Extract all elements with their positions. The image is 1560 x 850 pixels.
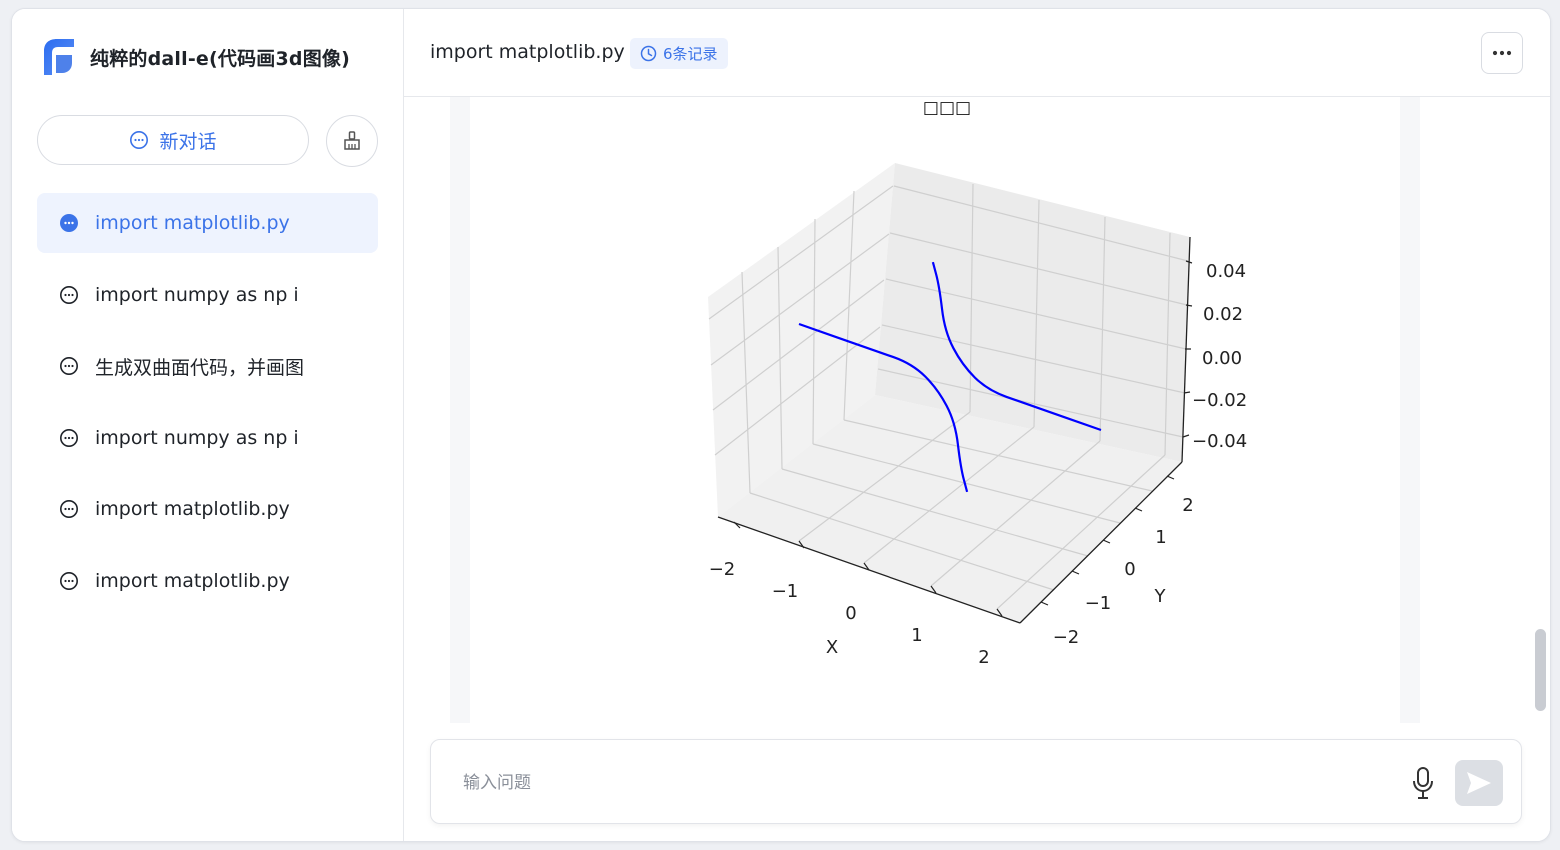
- chat-bubble-icon: [60, 571, 78, 590]
- chat-bubble-icon: [60, 357, 78, 375]
- voice-input-button[interactable]: [1405, 764, 1441, 802]
- chat-bubble-icon: [60, 285, 78, 304]
- conversation-item[interactable]: 生成双曲面代码，并画图: [37, 336, 378, 396]
- y-tick-label: 1: [1155, 527, 1166, 548]
- conversation-label: import numpy as np i: [95, 426, 299, 449]
- series-line-1: [931, 261, 1102, 432]
- question-input[interactable]: [461, 766, 1365, 800]
- chat-bubble-icon: [60, 428, 78, 447]
- brand: 纯粹的dall-e(代码画3d图像): [42, 37, 350, 77]
- x-tick-label: 0: [845, 603, 856, 624]
- chart-title: □□□: [923, 98, 971, 118]
- main-panel: import matplotlib.py 6条记录 □□□: [404, 9, 1550, 841]
- conversation-item[interactable]: import matplotlib.py: [37, 551, 378, 611]
- send-icon: [1467, 772, 1491, 794]
- chat-bubble-icon: [60, 500, 78, 518]
- y-tick-label: 0: [1124, 559, 1135, 580]
- chat-title: import matplotlib.py: [430, 41, 625, 63]
- x-tick-label: −2: [709, 559, 736, 580]
- z-tick-label: −0.04: [1192, 431, 1247, 452]
- send-button[interactable]: [1455, 760, 1503, 806]
- x-tick-label: 1: [911, 625, 922, 646]
- y-tick-label: −2: [1053, 627, 1080, 648]
- x-axis-label: X: [826, 637, 838, 658]
- clock-icon: [640, 45, 657, 62]
- conversation-label: import numpy as np i: [95, 283, 299, 306]
- y-tick-label: −1: [1085, 593, 1112, 614]
- more-options-button[interactable]: [1481, 32, 1523, 74]
- ellipsis-icon: [1492, 50, 1512, 56]
- conversation-item[interactable]: import numpy as np i: [37, 408, 378, 468]
- x-tick-label: 2: [978, 647, 989, 668]
- message-area: □□□: [450, 97, 1420, 723]
- data-series: [798, 261, 1102, 493]
- left-pane: [708, 163, 895, 517]
- back-pane: [875, 163, 1190, 462]
- chat-header: import matplotlib.py 6条记录: [404, 9, 1550, 97]
- floor-pane: [718, 395, 1182, 623]
- z-tick-label: 0.04: [1206, 261, 1246, 282]
- z-tick-label: 0.00: [1202, 348, 1242, 369]
- app-logo-icon: [44, 39, 74, 75]
- history-count-label: 6条记录: [663, 45, 718, 63]
- y-tick-labels: −2 −1 0 1 2: [1053, 495, 1194, 648]
- new-chat-button[interactable]: 新对话: [37, 115, 309, 165]
- new-chat-label: 新对话: [159, 130, 217, 153]
- z-tick-label: 0.02: [1203, 304, 1243, 325]
- chat-bubble-filled-icon: [60, 214, 78, 232]
- y-axis-label: Y: [1154, 586, 1167, 607]
- clear-history-button[interactable]: [326, 115, 378, 167]
- conversation-item[interactable]: import matplotlib.py: [37, 479, 378, 539]
- sidebar: 纯粹的dall-e(代码画3d图像) 新对话: [12, 9, 404, 841]
- grid-lines: [708, 183, 1189, 610]
- microphone-icon: [1413, 767, 1433, 799]
- conversation-item[interactable]: import numpy as np i: [37, 265, 378, 325]
- conversation-list: import matplotlib.py import numpy as np …: [37, 193, 378, 622]
- y-tick-label: 2: [1182, 495, 1193, 516]
- conversation-label: 生成双曲面代码，并画图: [95, 356, 305, 379]
- conversation-label: import matplotlib.py: [95, 498, 290, 520]
- conversation-label: import matplotlib.py: [95, 569, 290, 592]
- tick-marks: [733, 260, 1193, 617]
- z-tick-labels: 0.04 0.02 0.00 −0.02 −0.04: [1192, 261, 1247, 452]
- conversation-item-active[interactable]: import matplotlib.py: [37, 193, 378, 253]
- x-tick-label: −1: [772, 581, 799, 602]
- chat-bubble-icon: [130, 131, 149, 149]
- broom-icon: [344, 131, 360, 150]
- app-title: 纯粹的dall-e(代码画3d图像): [90, 47, 351, 70]
- x-tick-labels: −2 −1 0 1 2: [709, 559, 990, 668]
- plot-image: □□□: [470, 97, 1400, 723]
- z-tick-label: −0.02: [1192, 390, 1247, 411]
- conversation-label: import matplotlib.py: [95, 212, 290, 234]
- series-line-0: [798, 322, 969, 493]
- history-count-badge[interactable]: 6条记录: [630, 38, 728, 69]
- chat-input-box: [430, 739, 1522, 824]
- app-window: 纯粹的dall-e(代码画3d图像) 新对话: [11, 8, 1551, 842]
- 3d-line-chart: □□□: [708, 98, 1247, 668]
- scrollbar-thumb[interactable]: [1535, 629, 1546, 711]
